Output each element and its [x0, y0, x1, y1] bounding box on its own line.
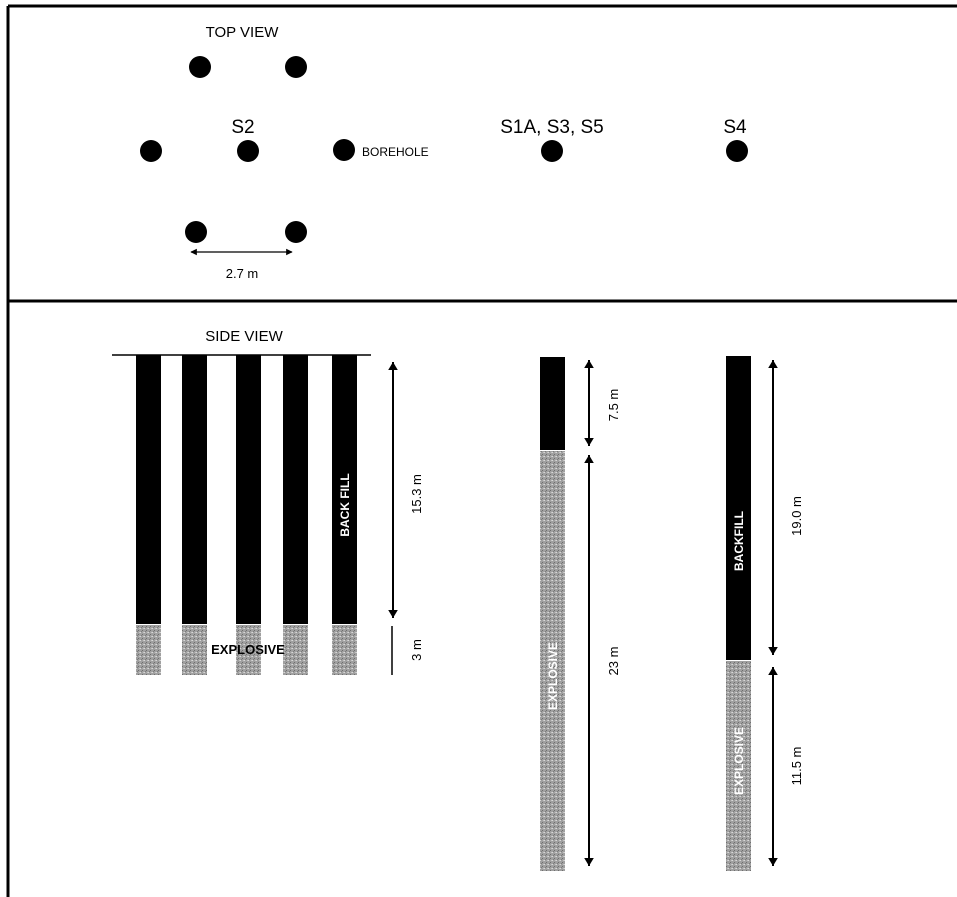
top-view: TOP VIEW S2 S1A, S3, S5 S4 BOREHOLE 2.7 …	[140, 24, 748, 281]
label-s4: S4	[723, 117, 747, 138]
borehole-dot	[185, 221, 207, 243]
s2-backfill-label: BACK FILL	[338, 473, 352, 536]
s1a-backfill-depth: 7.5 m	[606, 389, 621, 422]
borehole-dot	[333, 139, 355, 161]
label-s2: S2	[231, 117, 254, 138]
borehole-dot	[285, 56, 307, 78]
explosive-column	[332, 625, 357, 675]
label-s1a-s3-s5: S1A, S3, S5	[500, 117, 604, 138]
borehole-dot	[285, 221, 307, 243]
backfill-column	[283, 355, 308, 624]
s2-backfill-depth: 15.3 m	[409, 474, 424, 514]
s4-backfill-depth: 19.0 m	[789, 496, 804, 536]
explosive-column	[236, 625, 261, 675]
explosive-column	[283, 625, 308, 675]
s4-explosive-label: EXPLOSIVE	[732, 727, 746, 795]
side-view: SIDE VIEW BACK FILL EXPLOSIVE 15.3 m 3 m…	[112, 328, 804, 871]
s4-explosive-depth: 11.5 m	[789, 747, 804, 786]
backfill-column	[236, 355, 261, 624]
backfill-column	[136, 355, 161, 624]
explosive-column	[136, 625, 161, 675]
top-view-title: TOP VIEW	[206, 24, 280, 41]
s4-explosive-column	[726, 661, 751, 871]
backfill-column	[182, 355, 207, 624]
s2-explosive-label: EXPLOSIVE	[211, 642, 285, 657]
spacing-label: 2.7 m	[226, 266, 259, 281]
side-view-title: SIDE VIEW	[205, 328, 283, 345]
s2-holes	[136, 355, 357, 675]
borehole-dot	[726, 140, 748, 162]
s1a-backfill-column	[540, 357, 565, 450]
borehole-dot	[189, 56, 211, 78]
explosive-column	[182, 625, 207, 675]
s1a-explosive-label: EXPLOSIVE	[546, 642, 560, 710]
s4-backfill-label: BACKFILL	[732, 511, 746, 571]
backfill-column	[332, 355, 357, 624]
borehole-label: BOREHOLE	[362, 145, 429, 159]
s2-explosive-depth: 3 m	[409, 639, 424, 661]
borehole-dot	[541, 140, 563, 162]
borehole-dot	[237, 140, 259, 162]
s4-backfill-column	[726, 356, 751, 660]
s1a-explosive-column	[540, 451, 565, 871]
borehole-dot	[140, 140, 162, 162]
panel-frame	[6, 4, 957, 897]
s1a-explosive-depth: 23 m	[606, 647, 621, 676]
